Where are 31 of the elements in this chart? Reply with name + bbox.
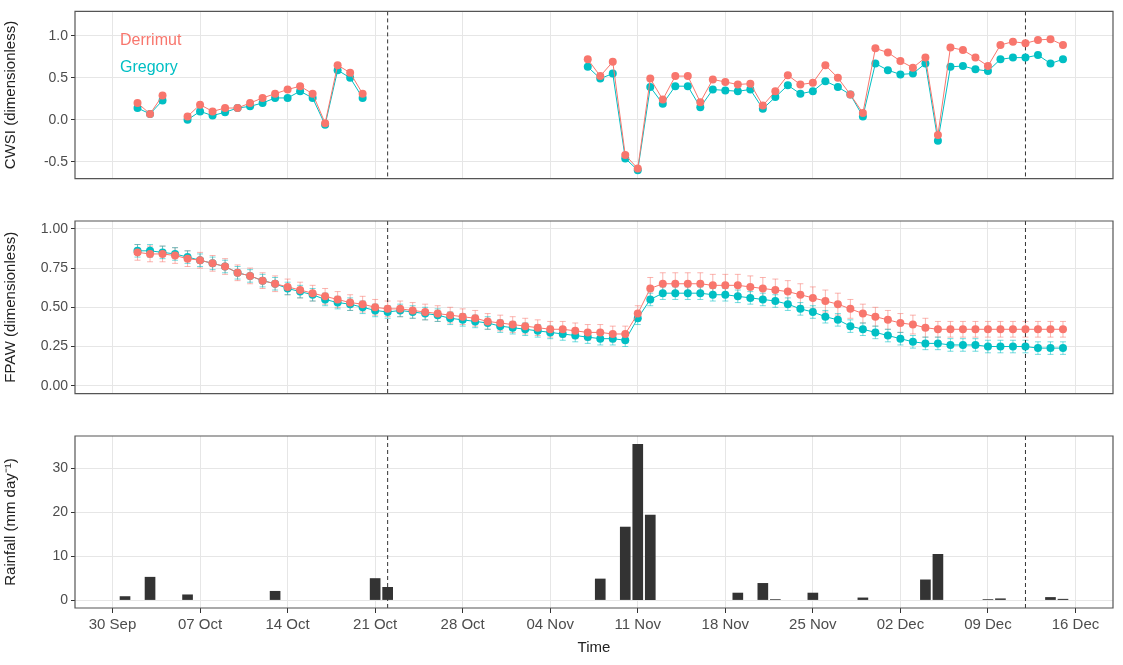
x-tick-label: 11 Nov	[614, 615, 662, 633]
y-tick-label: 0.50	[40, 298, 69, 315]
y-tick-label: 20	[52, 502, 69, 519]
x-tick-label: 21 Oct	[353, 615, 399, 633]
y-tick-label: -0.5	[43, 152, 69, 169]
x-tick-label: 18 Nov	[701, 615, 750, 633]
x-tick-label: 02 Dec	[876, 615, 925, 633]
y-tick-label: 10	[52, 546, 69, 563]
x-axis-title: Time	[577, 638, 611, 656]
y-tick-label: 30	[52, 458, 69, 475]
x-tick-label: 28 Oct	[440, 615, 486, 633]
x-tick-label: 14 Oct	[265, 615, 311, 633]
y-axis-title: Rainfall (mm day⁻¹)	[1, 458, 19, 586]
series-label: Gregory	[120, 57, 178, 75]
x-tick-label: 07 Oct	[177, 615, 223, 633]
y-tick-label: 0.0	[48, 110, 69, 127]
y-tick-label: 0.75	[40, 258, 69, 275]
x-tick-label: 25 Nov	[789, 615, 838, 633]
y-tick-label: 0.25	[40, 337, 69, 354]
y-axis-title: CWSI (dimensionless)	[1, 20, 19, 170]
y-tick-label: 0.5	[48, 68, 69, 85]
x-tick-label: 16 Dec	[1051, 615, 1100, 633]
y-tick-label: 0.00	[40, 376, 69, 393]
x-tick-label: 09 Dec	[964, 615, 1013, 633]
y-tick-label: 0	[60, 590, 69, 607]
x-tick-label: 04 Nov	[526, 615, 575, 633]
y-tick-label: 1.00	[40, 219, 69, 236]
y-tick-label: 1.0	[48, 26, 69, 43]
text: Derrimut	[120, 30, 182, 48]
x-tick-label: 30 Sep	[88, 615, 137, 633]
y-axis-title: FPAW (dimensionless)	[1, 231, 19, 383]
